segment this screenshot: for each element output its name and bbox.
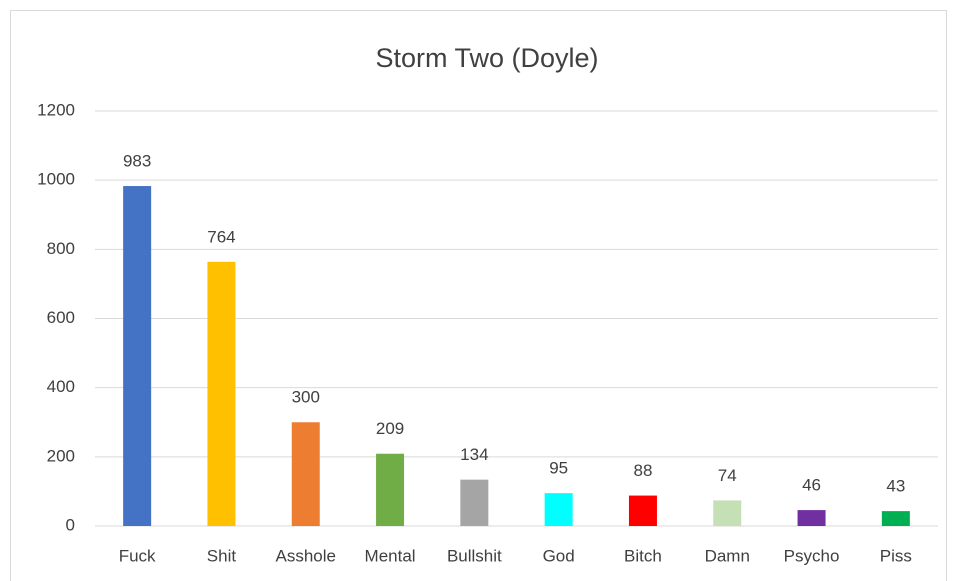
x-tick-label: Fuck — [119, 546, 156, 565]
data-label: 46 — [802, 476, 821, 495]
y-tick-label: 200 — [47, 446, 75, 465]
x-tick-label: Bullshit — [447, 546, 502, 565]
data-label: 209 — [376, 419, 404, 438]
x-tick-label: Psycho — [784, 546, 840, 565]
x-tick-label: Shit — [207, 546, 237, 565]
data-label: 134 — [460, 445, 488, 464]
x-tick-label: Asshole — [276, 546, 336, 565]
data-label: 95 — [549, 459, 568, 478]
y-tick-label: 1000 — [37, 170, 75, 189]
x-tick-label: Bitch — [624, 546, 662, 565]
data-label: 300 — [292, 388, 320, 407]
bar — [628, 495, 657, 526]
y-tick-label: 1200 — [37, 100, 75, 119]
y-tick-label: 0 — [66, 515, 75, 534]
bar — [713, 500, 742, 526]
bar — [291, 422, 320, 526]
x-tick-label: Piss — [880, 546, 912, 565]
bar — [797, 510, 826, 526]
data-label: 43 — [886, 477, 905, 496]
y-tick-label: 600 — [47, 308, 75, 327]
y-tick-label: 800 — [47, 239, 75, 258]
bar — [881, 511, 910, 526]
chart-title: Storm Two (Doyle) — [375, 43, 598, 73]
x-tick-label: Mental — [365, 546, 416, 565]
data-label: 88 — [633, 461, 652, 480]
bar — [460, 479, 489, 526]
x-tick-label: Damn — [705, 546, 750, 565]
data-label: 983 — [123, 152, 151, 171]
y-tick-label: 400 — [47, 377, 75, 396]
data-label: 74 — [718, 466, 737, 485]
bar — [123, 186, 152, 526]
x-tick-label: God — [543, 546, 575, 565]
bar — [207, 261, 236, 526]
bar — [376, 453, 405, 526]
data-label: 764 — [207, 227, 235, 246]
bar — [544, 493, 573, 526]
